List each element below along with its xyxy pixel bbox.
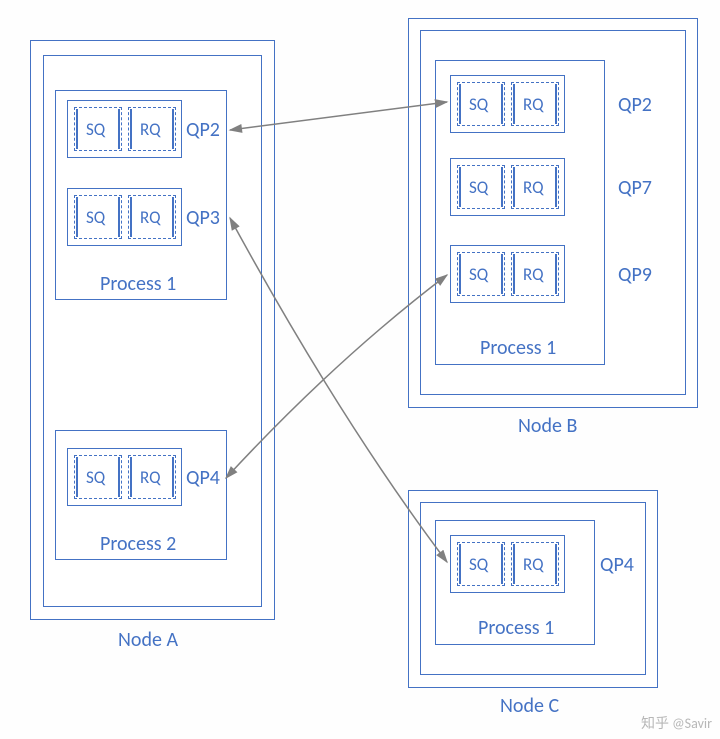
sq-label: SQ <box>86 207 105 228</box>
rq-label: RQ <box>140 119 161 140</box>
rq-label: RQ <box>523 554 544 575</box>
qp-label: QP2 <box>618 93 652 117</box>
node-a-label: Node A <box>118 628 178 652</box>
rq-vline1 <box>513 167 515 207</box>
rq-label: RQ <box>523 94 544 115</box>
node-a-qp3-box: SQ RQ <box>67 188 182 246</box>
sq-vline1 <box>76 109 78 149</box>
node-b-qp7-box: SQ RQ <box>450 158 565 216</box>
sq-vline2 <box>118 197 120 237</box>
sq-vline1 <box>76 457 78 497</box>
rq-vline1 <box>513 84 515 124</box>
qp-label: QP9 <box>618 263 652 287</box>
rq-label: RQ <box>523 177 544 198</box>
node-a-qp4-box: SQ RQ <box>67 448 182 506</box>
rq-vline2 <box>172 457 174 497</box>
sq-vline1 <box>459 254 461 294</box>
sq-vline1 <box>459 167 461 207</box>
rq-vline1 <box>513 544 515 584</box>
rq-vline1 <box>130 457 132 497</box>
node-c-qp4-box: SQ RQ <box>450 535 565 593</box>
process-label: Process 1 <box>480 336 556 360</box>
sq-vline2 <box>501 544 503 584</box>
qp-label: QP4 <box>186 466 220 490</box>
process-label: Process 1 <box>100 272 176 296</box>
sq-vline2 <box>118 109 120 149</box>
sq-label: SQ <box>86 467 105 488</box>
node-b-qp2-box: SQ RQ <box>450 75 565 133</box>
qp-label: QP3 <box>186 206 220 230</box>
watermark: 知乎 @Savir <box>641 713 712 733</box>
sq-vline2 <box>118 457 120 497</box>
rq-vline1 <box>130 197 132 237</box>
rq-vline2 <box>172 197 174 237</box>
node-b-label: Node B <box>518 414 577 438</box>
node-c-label: Node C <box>500 694 559 718</box>
sq-label: SQ <box>469 94 488 115</box>
process-label: Process 1 <box>478 616 554 640</box>
sq-label: SQ <box>469 177 488 198</box>
sq-label: SQ <box>86 119 105 140</box>
rq-vline2 <box>172 109 174 149</box>
rq-vline1 <box>130 109 132 149</box>
process-label: Process 2 <box>100 532 176 556</box>
qp-label: QP2 <box>186 118 220 142</box>
sq-label: SQ <box>469 554 488 575</box>
node-a-qp2-box: SQ RQ <box>67 100 182 158</box>
rq-label: RQ <box>140 207 161 228</box>
sq-label: SQ <box>469 264 488 285</box>
node-b-qp9-box: SQ RQ <box>450 245 565 303</box>
rq-vline1 <box>513 254 515 294</box>
sq-vline2 <box>501 84 503 124</box>
sq-vline1 <box>76 197 78 237</box>
rq-label: RQ <box>140 467 161 488</box>
rq-vline2 <box>555 84 557 124</box>
sq-vline1 <box>459 544 461 584</box>
rq-vline2 <box>555 254 557 294</box>
sq-vline2 <box>501 254 503 294</box>
qp-label: QP4 <box>600 553 634 577</box>
rq-vline2 <box>555 544 557 584</box>
sq-vline1 <box>459 84 461 124</box>
rq-vline2 <box>555 167 557 207</box>
qp-label: QP7 <box>618 176 652 200</box>
sq-vline2 <box>501 167 503 207</box>
rq-label: RQ <box>523 264 544 285</box>
